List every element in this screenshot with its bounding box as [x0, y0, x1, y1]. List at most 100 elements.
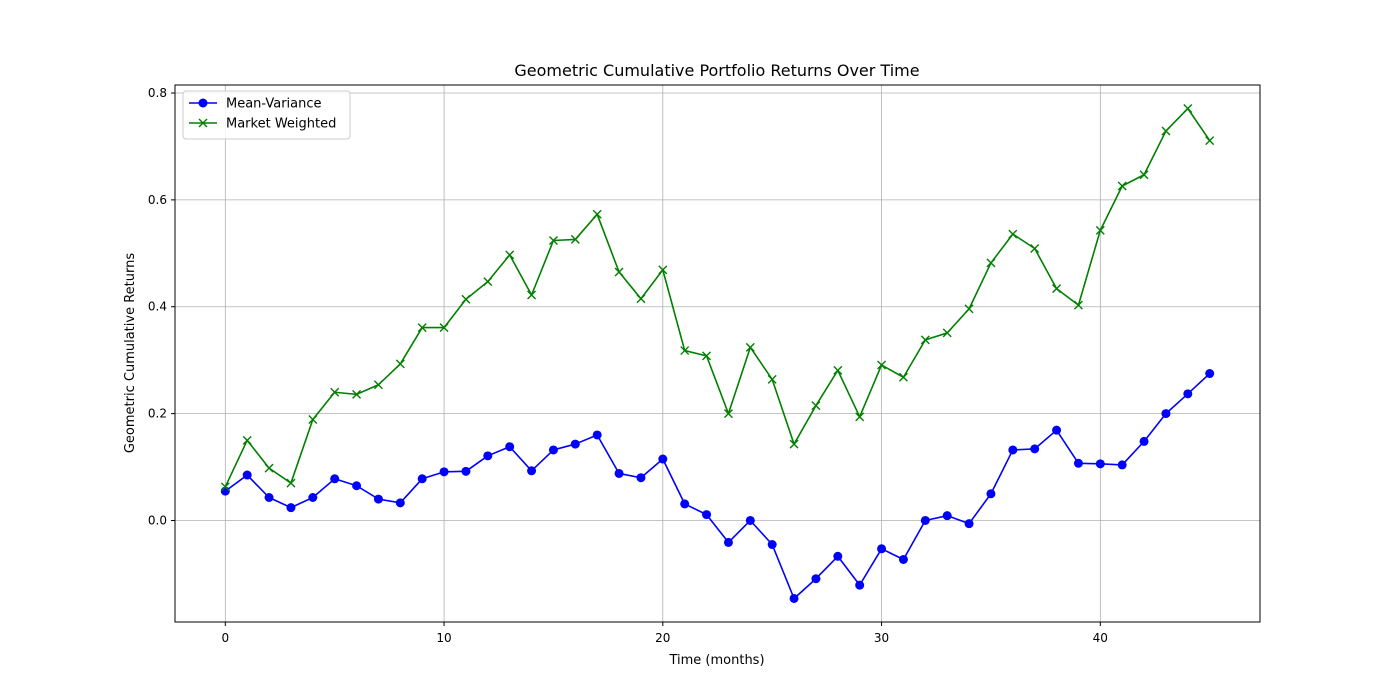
data-point — [877, 360, 887, 370]
data-point — [680, 499, 690, 509]
data-point — [1095, 459, 1105, 469]
data-point — [986, 489, 996, 499]
data-point — [789, 593, 799, 603]
legend-marker — [198, 118, 208, 128]
data-point — [636, 294, 646, 304]
data-point — [461, 294, 471, 304]
data-point — [964, 519, 974, 529]
data-point — [242, 470, 252, 480]
data-point — [877, 544, 887, 554]
data-point — [1030, 244, 1040, 253]
x-tick-label: 0 — [221, 631, 229, 645]
data-point — [942, 328, 952, 338]
data-point — [1139, 436, 1149, 446]
data-point — [614, 468, 624, 478]
data-point — [505, 442, 515, 452]
data-point — [570, 439, 580, 449]
data-point — [1183, 389, 1193, 399]
data-point — [942, 511, 952, 521]
legend: Mean-Variance Market Weighted — [182, 90, 351, 140]
data-point — [920, 335, 930, 345]
data-point — [898, 554, 908, 564]
data-point — [417, 323, 427, 333]
data-point — [483, 277, 493, 287]
data-point — [1117, 181, 1127, 191]
data-point — [1030, 444, 1040, 454]
data-point — [1008, 445, 1018, 455]
data-point — [680, 346, 690, 356]
data-point — [745, 515, 755, 525]
legend-box — [182, 90, 351, 140]
series-lines — [220, 104, 1215, 603]
x-axis-label: Time (months) — [668, 653, 764, 668]
data-point — [1161, 126, 1171, 136]
data-point — [1205, 136, 1215, 146]
series-line — [224, 372, 1211, 600]
legend-label: Market Weighted — [226, 117, 336, 132]
data-point — [352, 389, 362, 399]
data-point — [789, 439, 799, 449]
y-tick-label: 0.2 — [148, 407, 167, 421]
data-point — [1073, 458, 1083, 468]
y-tick-label: 0.6 — [148, 193, 167, 207]
data-point — [767, 374, 777, 384]
data-point — [548, 445, 558, 455]
data-point — [439, 323, 449, 333]
data-point — [286, 503, 296, 513]
data-point — [330, 387, 340, 397]
data-point — [1095, 225, 1105, 235]
data-point — [527, 290, 537, 300]
data-point — [855, 580, 865, 590]
data-point — [220, 486, 230, 496]
data-point — [1052, 425, 1062, 435]
data-point — [1073, 300, 1083, 310]
series-1 — [220, 104, 1215, 492]
data-point — [373, 494, 383, 504]
data-point — [745, 342, 755, 352]
data-point — [242, 435, 252, 445]
y-tick-label: 0.8 — [148, 86, 167, 100]
data-point — [417, 474, 427, 484]
data-point — [505, 250, 515, 260]
data-point — [898, 372, 908, 382]
data-point — [308, 414, 318, 424]
data-point — [702, 510, 712, 520]
data-point — [527, 466, 537, 476]
data-point — [330, 474, 340, 484]
x-tick-label: 30 — [874, 631, 889, 645]
data-point — [986, 258, 996, 268]
data-point — [395, 359, 405, 369]
y-axis-label: Geometric Cumulative Returns — [123, 253, 138, 453]
data-point — [461, 466, 471, 476]
x-tick-label: 20 — [655, 631, 670, 645]
data-point — [570, 234, 580, 244]
axes: 0 10 20 30 40 0.0 0.2 0.4 0.6 0.8 — [148, 84, 1261, 645]
data-point — [1139, 170, 1149, 180]
data-point — [1161, 409, 1171, 419]
plot-frame — [174, 84, 1261, 623]
data-point — [483, 451, 493, 461]
data-point — [658, 265, 668, 275]
data-point — [220, 482, 230, 492]
data-point — [833, 365, 843, 375]
data-point — [308, 493, 318, 503]
data-point — [1205, 369, 1215, 379]
data-point — [614, 267, 624, 277]
x-tick-label: 10 — [436, 631, 451, 645]
data-point — [1117, 460, 1127, 470]
data-point — [702, 351, 712, 361]
data-point — [548, 235, 558, 245]
y-tick-label: 0.4 — [148, 300, 167, 314]
x-tick-label: 40 — [1093, 631, 1108, 645]
data-point — [723, 409, 733, 419]
data-point — [723, 537, 733, 547]
data-point — [636, 473, 646, 483]
legend-marker — [198, 98, 208, 108]
data-point — [352, 481, 362, 491]
data-point — [1052, 284, 1062, 294]
legend-item: Mean-Variance — [189, 97, 322, 112]
y-tick-label: 0.0 — [148, 513, 167, 527]
data-point — [439, 467, 449, 477]
